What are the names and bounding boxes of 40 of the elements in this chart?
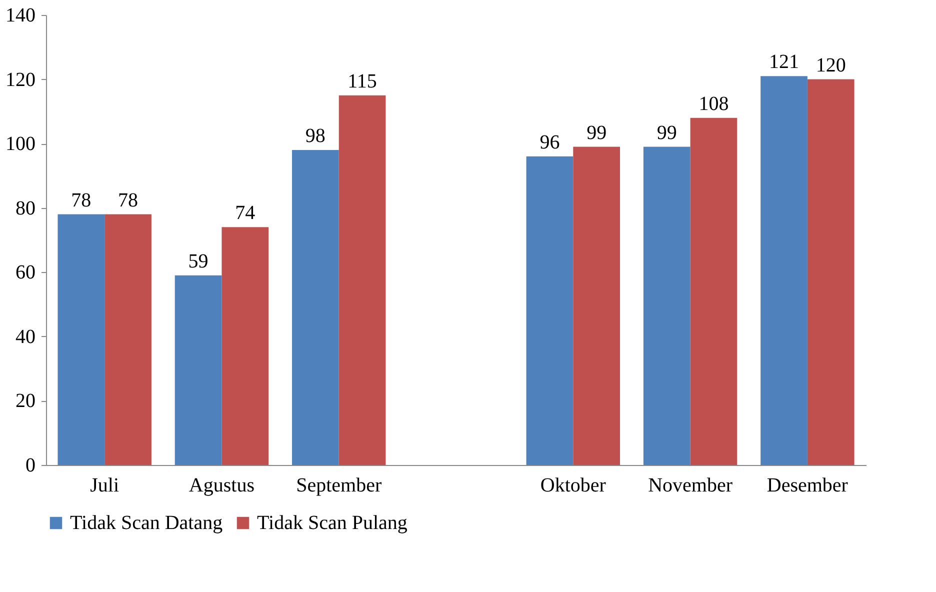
bar (760, 76, 808, 465)
legend-label: Tidak Scan Pulang (257, 512, 408, 534)
y-tick-label: 80 (16, 197, 36, 220)
data-label: 74 (235, 202, 256, 224)
x-tick-label: Agustus (188, 474, 255, 496)
y-tick-label: 140 (6, 4, 36, 26)
x-tick-label: Juli (90, 474, 120, 496)
data-label: 108 (698, 92, 729, 115)
bar (222, 227, 269, 465)
x-tick-label: Desember (766, 474, 848, 496)
data-label: 99 (656, 122, 677, 144)
data-label: 121 (769, 51, 799, 74)
bar (573, 146, 620, 465)
bar (526, 156, 574, 465)
data-label: 120 (816, 54, 846, 76)
y-tick-label: 0 (26, 454, 36, 476)
legend-label: Tidak Scan Datang (70, 512, 223, 534)
y-tick-label: 120 (6, 68, 36, 91)
y-tick-label: 100 (6, 133, 36, 156)
bar (104, 214, 152, 465)
bar (807, 79, 854, 465)
bar (643, 146, 690, 465)
bar (58, 214, 105, 465)
x-tick-label: September (296, 474, 382, 496)
bar (690, 118, 738, 465)
data-label: 78 (118, 189, 138, 212)
bar (338, 95, 386, 465)
y-tick-label: 20 (16, 390, 36, 412)
data-label: 78 (71, 189, 92, 212)
data-label: 59 (188, 250, 208, 272)
data-label: 99 (586, 122, 607, 144)
bar (292, 150, 339, 465)
y-tick-label: 40 (16, 326, 36, 348)
data-label: 98 (305, 125, 326, 147)
bar (174, 275, 222, 465)
data-label: 115 (348, 70, 377, 92)
x-tick-label: November (648, 474, 733, 496)
y-tick-label: 60 (16, 262, 36, 284)
x-tick-label: Oktober (540, 474, 606, 496)
data-label: 96 (540, 131, 560, 154)
